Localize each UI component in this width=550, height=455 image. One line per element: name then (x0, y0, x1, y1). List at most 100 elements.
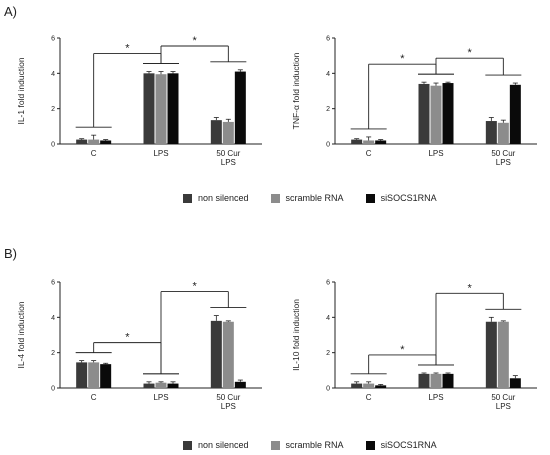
bar-sisocs1 (509, 378, 521, 388)
x-tick-label: LPS (496, 402, 511, 411)
legend-label-sisocs1: siSOCS1RNA (380, 193, 437, 203)
x-tick-label: 50 Cur (216, 149, 240, 158)
x-tick-label: 50 Cur (491, 149, 515, 158)
bar-non-silenced (418, 83, 430, 144)
y-tick-label: 4 (326, 71, 330, 78)
x-tick-label: C (91, 149, 97, 158)
y-tick-label: 2 (326, 350, 330, 357)
sig-star: * (125, 332, 130, 344)
sig-star: * (400, 344, 405, 356)
bar-sisocs1 (375, 140, 387, 144)
bar-scramble (430, 373, 442, 388)
bar-scramble (155, 74, 167, 144)
legend-swatch-scramble (270, 193, 280, 203)
x-tick-label: C (366, 393, 372, 402)
bar-non-silenced (143, 73, 155, 144)
y-tick-label: 2 (326, 106, 330, 113)
x-tick-label: 50 Cur (491, 393, 515, 402)
legend-swatch-non-silenced (183, 193, 192, 203)
bar-scramble (88, 139, 100, 144)
y-axis-label: TNF-α fold induction (291, 52, 301, 129)
legend-swatch-non-silenced-b (183, 440, 192, 450)
bar-non-silenced (485, 121, 497, 144)
y-tick-label: 4 (51, 315, 55, 322)
panel-label-a: A) (4, 4, 17, 19)
bar-non-silenced (418, 373, 430, 388)
x-tick-label: LPS (428, 393, 443, 402)
legend-label-sisocs1-b: siSOCS1RNA (380, 440, 437, 450)
legend-swatch-sisocs1-b (365, 440, 375, 450)
y-tick-label: 4 (326, 315, 330, 322)
bar-sisocs1 (442, 373, 454, 388)
y-tick-label: 0 (51, 142, 55, 149)
x-tick-label: C (91, 393, 97, 402)
x-tick-label: LPS (428, 149, 443, 158)
legend-item-scramble: scramble RNA (270, 193, 344, 203)
y-axis-label: IL-10 fold induction (291, 299, 301, 371)
bar-scramble (88, 362, 100, 388)
y-tick-label: 0 (51, 386, 55, 393)
legend-label-scramble: scramble RNA (285, 193, 344, 203)
y-tick-label: 2 (51, 106, 55, 113)
x-tick-label: LPS (153, 393, 168, 402)
y-tick-label: 4 (51, 71, 55, 78)
bar-non-silenced (351, 139, 363, 144)
bar-scramble (363, 383, 375, 388)
sig-star: * (193, 35, 198, 47)
y-tick-label: 6 (51, 280, 55, 287)
y-tick-label: 0 (326, 142, 330, 149)
bar-sisocs1 (167, 73, 179, 144)
y-tick-label: 0 (326, 386, 330, 393)
bar-sisocs1 (100, 140, 112, 144)
bar-non-silenced (210, 320, 222, 388)
x-tick-label: LPS (221, 402, 236, 411)
legend-item-sisocs1-b: siSOCS1RNA (365, 440, 437, 450)
bar-sisocs1 (100, 364, 112, 388)
x-tick-label: C (366, 149, 372, 158)
y-tick-label: 6 (326, 36, 330, 43)
legend-item-non-silenced-b: non silenced (183, 440, 249, 450)
bar-scramble (155, 382, 167, 388)
bar-non-silenced (351, 383, 363, 388)
bar-scramble (222, 121, 234, 144)
bar-sisocs1 (375, 385, 387, 388)
bar-scramble (363, 140, 375, 144)
bar-non-silenced (76, 139, 88, 144)
bar-non-silenced (76, 362, 88, 388)
sig-star: * (468, 47, 473, 59)
sig-star: * (400, 53, 405, 65)
legend-item-non-silenced: non silenced (183, 193, 249, 203)
sig-star: * (125, 43, 130, 55)
y-tick-label: 2 (51, 350, 55, 357)
legend-item-scramble-b: scramble RNA (270, 440, 344, 450)
legend-b: non silenced scramble RNA siSOCS1RNA (183, 440, 459, 450)
x-tick-label: 50 Cur (216, 393, 240, 402)
y-tick-label: 6 (326, 280, 330, 287)
x-tick-label: LPS (221, 158, 236, 167)
bar-sisocs1 (509, 84, 521, 144)
sig-star: * (193, 281, 198, 293)
bar-sisocs1 (234, 71, 246, 144)
x-tick-label: LPS (153, 149, 168, 158)
sig-star: * (468, 282, 473, 294)
bar-sisocs1 (234, 381, 246, 388)
panel-label-b: B) (4, 246, 17, 261)
y-tick-label: 6 (51, 36, 55, 43)
x-tick-label: LPS (496, 158, 511, 167)
bar-scramble (497, 122, 509, 144)
legend-label-non-silenced: non silenced (198, 193, 249, 203)
legend-swatch-scramble-b (270, 440, 280, 450)
bar-non-silenced (210, 120, 222, 144)
bar-scramble (430, 85, 442, 144)
bar-scramble (222, 321, 234, 388)
legend-item-sisocs1: siSOCS1RNA (365, 193, 437, 203)
y-axis-label: IL-1 fold induction (16, 57, 26, 124)
bar-sisocs1 (442, 83, 454, 144)
bar-non-silenced (485, 321, 497, 388)
y-axis-label: IL-4 fold induction (16, 301, 26, 368)
bar-non-silenced (143, 383, 155, 388)
